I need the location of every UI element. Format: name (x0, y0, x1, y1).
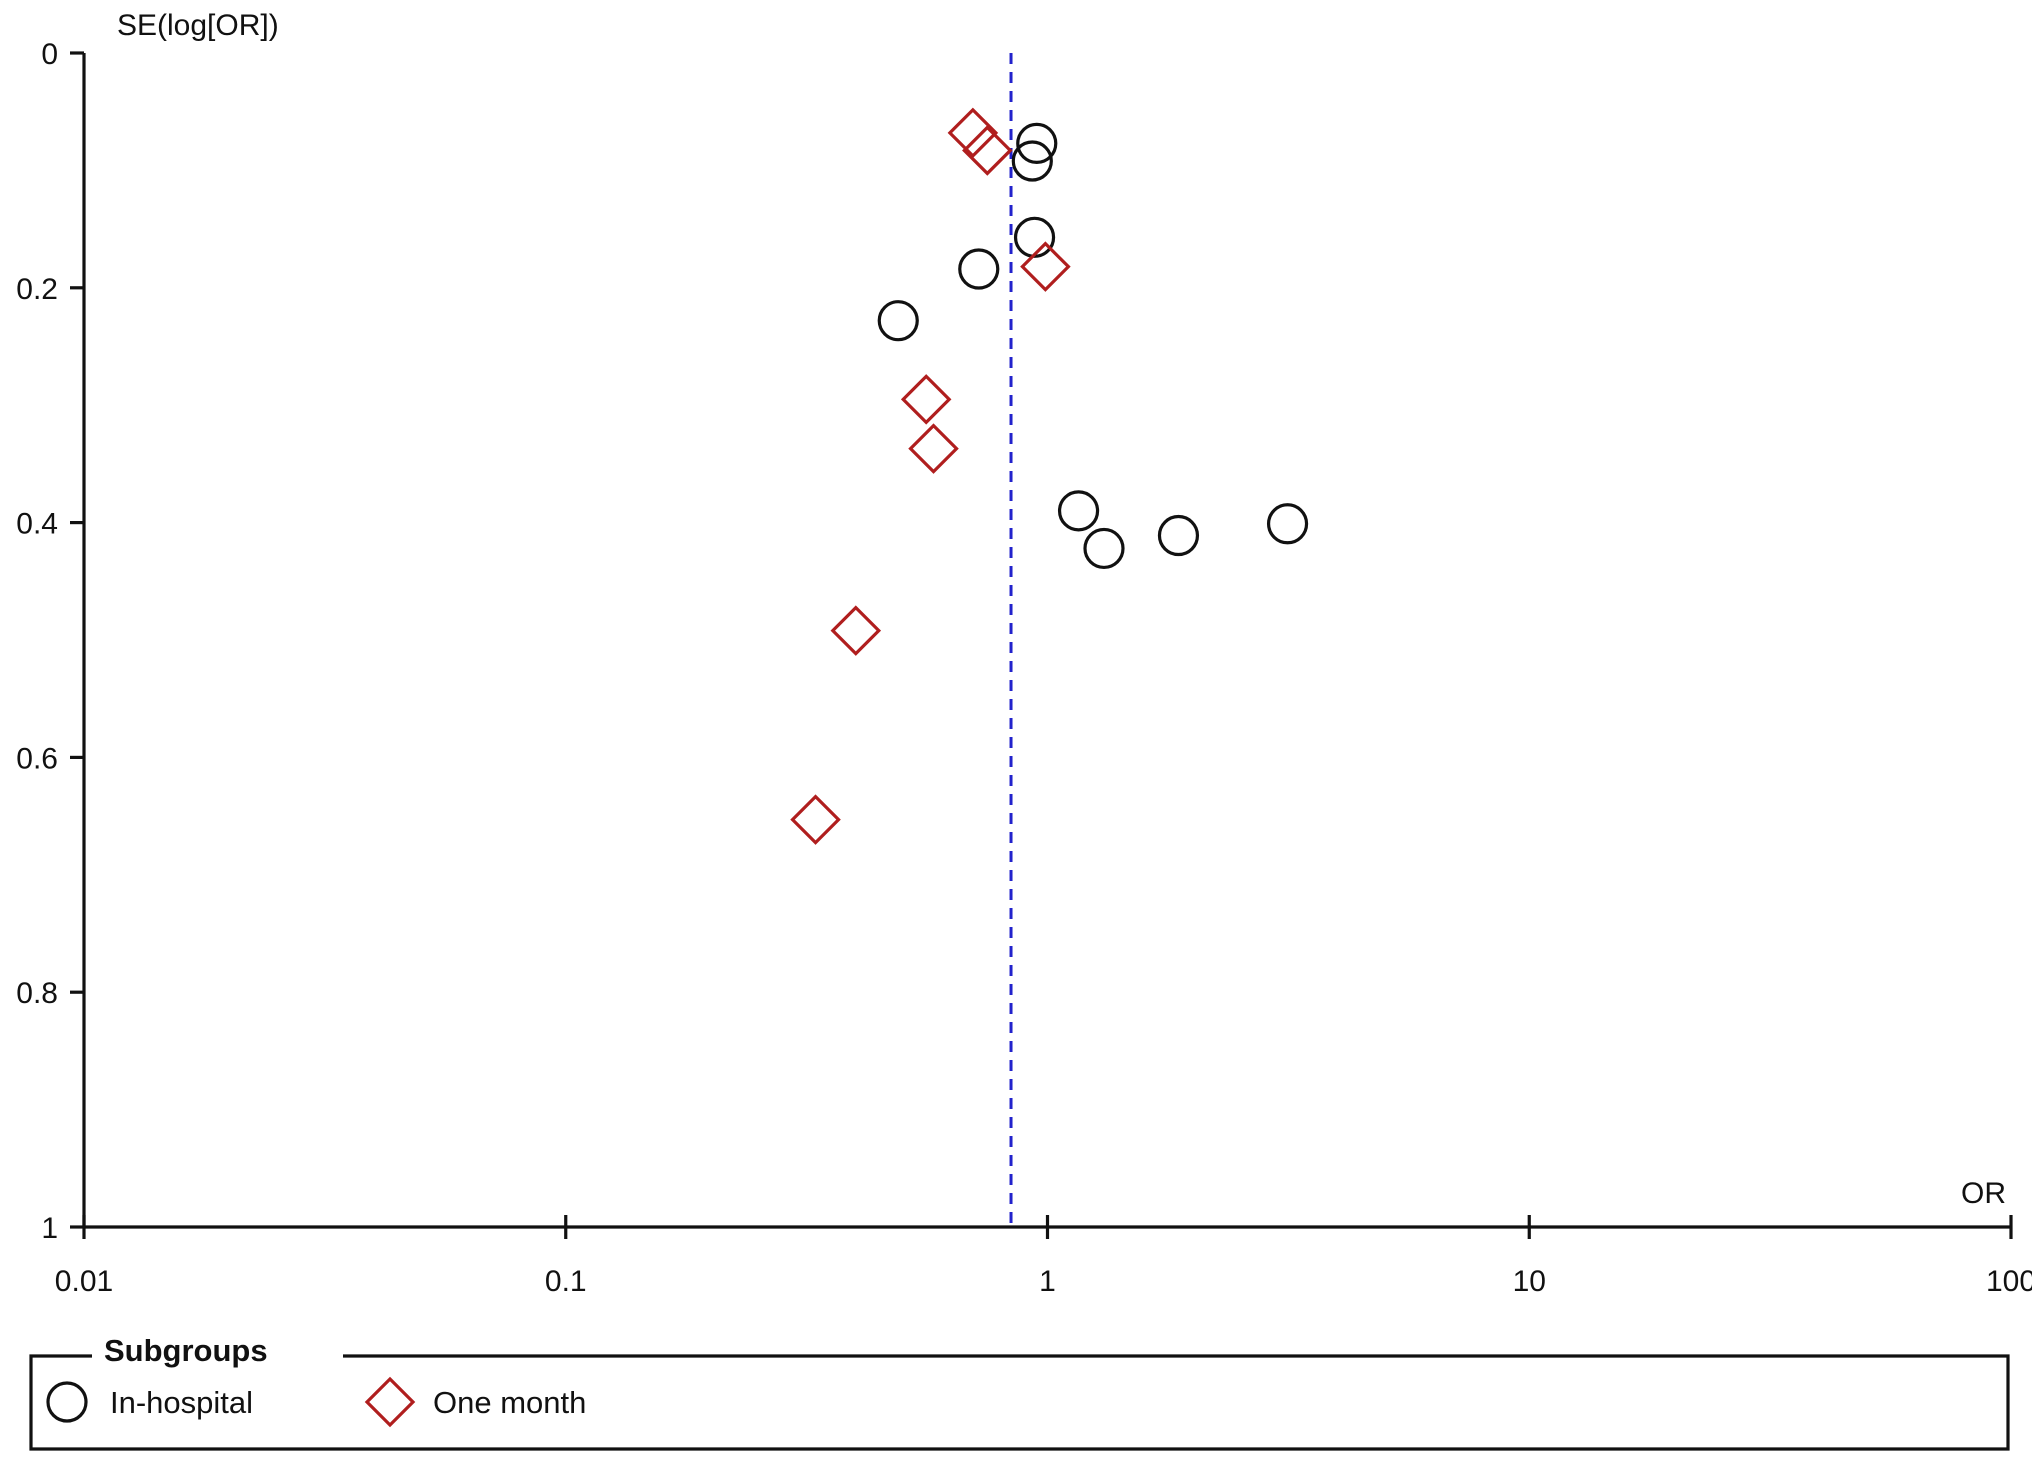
x-tick-label: 0.1 (545, 1265, 587, 1298)
legend-circle-icon (46, 1381, 88, 1423)
x-tick-label: 0.01 (55, 1265, 113, 1298)
y-axis-label: SE(log[OR]) (117, 9, 279, 42)
y-tick-label: 1 (41, 1212, 58, 1245)
in-hospital-point (1016, 122, 1058, 164)
in-hospital-point (958, 248, 1000, 290)
in-hospital-point (1011, 140, 1053, 182)
legend-diamond-icon (364, 1376, 416, 1428)
one-month-point (962, 125, 1013, 176)
one-month-point (908, 423, 959, 474)
legend: Subgroups In-hospital One month (29, 1333, 2010, 1451)
x-axis-ticks: 0.01 0.1 1 10 100 (55, 1215, 2032, 1298)
one-month-point (900, 374, 952, 425)
one-month-point (1020, 241, 1071, 292)
in-hospital-point (1057, 490, 1100, 532)
legend-box (29, 1354, 2010, 1451)
in-hospital-point (1266, 503, 1309, 545)
y-tick-label: 0.2 (16, 273, 58, 306)
y-axis-ticks: 0 0.2 0.4 0.6 0.8 1 (16, 38, 84, 1245)
y-tick-label: 0.4 (16, 508, 58, 541)
in-hospital-point (877, 300, 919, 342)
x-tick-label: 100 (1986, 1265, 2032, 1298)
legend-title: Subgroups (104, 1333, 268, 1368)
one-month-point (830, 605, 882, 656)
y-tick-label: 0.8 (16, 977, 58, 1010)
one-month-point (947, 107, 999, 159)
legend-label-in-hospital: In-hospital (110, 1385, 253, 1420)
y-tick-label: 0.6 (16, 742, 58, 775)
y-tick-label: 0 (41, 38, 58, 71)
data-points (790, 107, 1309, 845)
in-hospital-point (1157, 514, 1200, 557)
one-month-point (790, 794, 841, 845)
in-hospital-point (1013, 216, 1056, 258)
legend-label-one-month: One month (433, 1385, 586, 1420)
in-hospital-point (1083, 527, 1125, 570)
x-axis-label: OR (1961, 1177, 2006, 1210)
x-tick-label: 10 (1513, 1265, 1546, 1298)
x-tick-label: 1 (1039, 1265, 1056, 1298)
